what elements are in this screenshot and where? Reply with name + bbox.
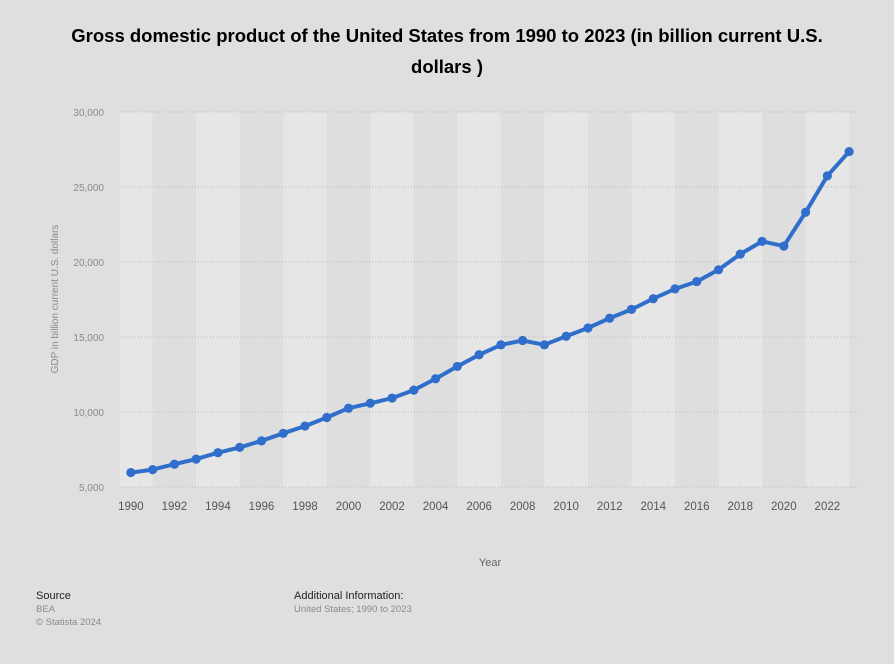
- additional-info-block: Additional Information: United States; 1…: [294, 589, 412, 616]
- chart-title: Gross domestic product of the United Sta…: [71, 25, 823, 77]
- data-point[interactable]: [822, 171, 832, 181]
- data-point[interactable]: [844, 146, 854, 157]
- x-tick-label: 1998: [292, 501, 318, 513]
- copyright-line: © Statista 2024: [36, 617, 102, 628]
- y-tick-label: 25,000: [73, 183, 104, 194]
- background-band: [413, 112, 458, 487]
- additional-info-heading: Additional Information:: [294, 590, 404, 602]
- y-tick-label: 15,000: [73, 333, 104, 344]
- data-point[interactable]: [561, 331, 571, 341]
- data-point[interactable]: [452, 361, 462, 372]
- data-point[interactable]: [648, 294, 658, 304]
- data-point[interactable]: [191, 454, 201, 464]
- data-point[interactable]: [365, 398, 375, 408]
- series-gdp: [126, 146, 854, 478]
- background-band: [457, 112, 501, 487]
- y-tick-label: 30,000: [73, 108, 104, 119]
- source-heading: Source: [36, 590, 71, 602]
- x-tick-label: 2016: [684, 501, 710, 513]
- x-tick-label: 1996: [249, 501, 275, 513]
- y-axis-label: GDP in billion current U.S. dollars: [50, 225, 61, 374]
- x-tick-label: 2022: [815, 501, 841, 513]
- x-axis-ticks: 1990 1992 1994 1996 1998 2000 2002 2004 2006 2008…: [118, 501, 840, 513]
- background-band: [544, 112, 588, 487]
- background-band: [762, 112, 806, 487]
- x-axis-label: Year: [479, 557, 502, 569]
- background-band: [120, 112, 153, 487]
- x-tick-label: 1994: [205, 501, 231, 513]
- data-point[interactable]: [126, 467, 136, 478]
- data-point[interactable]: [800, 207, 811, 217]
- data-point[interactable]: [670, 284, 680, 294]
- background-band: [152, 112, 197, 487]
- data-point[interactable]: [626, 304, 637, 314]
- background-bands: [120, 112, 850, 487]
- x-tick-label: 1990: [118, 501, 144, 513]
- data-point[interactable]: [300, 421, 310, 431]
- data-point[interactable]: [496, 340, 506, 350]
- x-tick-label: 2018: [727, 501, 753, 513]
- source-block: Source BEA © Statista 2024: [36, 589, 101, 629]
- background-band: [587, 112, 632, 487]
- data-point[interactable]: [322, 412, 332, 423]
- x-tick-label: 2004: [423, 501, 449, 513]
- background-band: [196, 112, 240, 487]
- y-tick-label: 10,000: [73, 408, 104, 419]
- data-point[interactable]: [278, 428, 288, 438]
- data-point[interactable]: [735, 249, 745, 259]
- data-point[interactable]: [256, 436, 267, 446]
- background-band: [370, 112, 414, 487]
- source-line: BEA: [36, 604, 56, 615]
- background-band: [500, 112, 545, 487]
- grid-lines: [120, 111, 860, 488]
- data-point[interactable]: [539, 340, 550, 350]
- data-point[interactable]: [474, 350, 484, 360]
- additional-info-text: United States; 1990 to 2023: [294, 604, 412, 615]
- background-band: [239, 112, 284, 487]
- data-point[interactable]: [409, 385, 419, 395]
- x-tick-label: 2020: [771, 501, 797, 513]
- x-tick-label: 1992: [162, 501, 188, 513]
- data-point[interactable]: [605, 313, 615, 323]
- background-band: [718, 112, 763, 487]
- data-point[interactable]: [235, 442, 245, 452]
- x-tick-label: 2010: [553, 501, 579, 513]
- data-point[interactable]: [518, 335, 528, 346]
- x-tick-label: 2002: [379, 501, 405, 513]
- background-band: [326, 112, 371, 487]
- y-tick-label: 5,000: [79, 483, 104, 494]
- y-axis-ticks: 5,000 10,000 15,000 20,000 25,000 30,000: [73, 108, 104, 494]
- x-tick-label: 2012: [597, 501, 623, 513]
- x-tick-label: 2014: [640, 501, 666, 513]
- x-tick-label: 2000: [336, 501, 362, 513]
- data-point[interactable]: [387, 393, 397, 403]
- data-point[interactable]: [779, 241, 789, 251]
- data-point[interactable]: [148, 465, 158, 475]
- line-chart: 5,000 10,000 15,000 20,000 25,000 30,000 1990…: [50, 108, 860, 569]
- data-point[interactable]: [430, 374, 441, 384]
- background-band: [805, 112, 850, 487]
- x-tick-label: 2006: [466, 501, 492, 513]
- data-point[interactable]: [583, 323, 593, 333]
- data-point[interactable]: [692, 276, 702, 287]
- data-point[interactable]: [757, 236, 767, 247]
- data-point[interactable]: [213, 448, 223, 458]
- y-tick-label: 20,000: [73, 258, 104, 269]
- background-band: [675, 112, 719, 487]
- data-point[interactable]: [713, 265, 724, 275]
- x-tick-label: 2008: [510, 501, 536, 513]
- data-point[interactable]: [169, 459, 180, 469]
- data-point[interactable]: [343, 403, 354, 413]
- gdp-line: [128, 149, 852, 475]
